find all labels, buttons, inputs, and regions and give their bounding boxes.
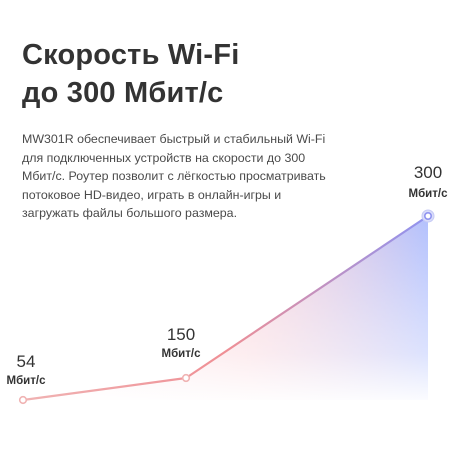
title-line-1: Скорость Wi-Fi <box>22 39 240 71</box>
speed-value-label: 150 <box>167 325 195 344</box>
speed-point <box>423 212 432 221</box>
speed-area-fade <box>23 216 428 400</box>
speed-value-label: 54 <box>17 352 36 371</box>
speed-unit-label: Мбит/с <box>162 348 202 360</box>
speed-point <box>181 373 191 383</box>
title-line-2: до 300 Мбит/с <box>22 77 224 109</box>
page-title: Скорость Wi-Fi до 300 Мбит/с <box>22 36 432 112</box>
speed-value-label: 300 <box>414 163 442 182</box>
description-text: MW301R обеспечивает быстрый и стабильный… <box>22 132 326 221</box>
speed-unit-label: Мбит/с <box>409 188 449 200</box>
speed-unit-label: Мбит/с <box>7 375 47 387</box>
speed-point <box>18 395 28 405</box>
